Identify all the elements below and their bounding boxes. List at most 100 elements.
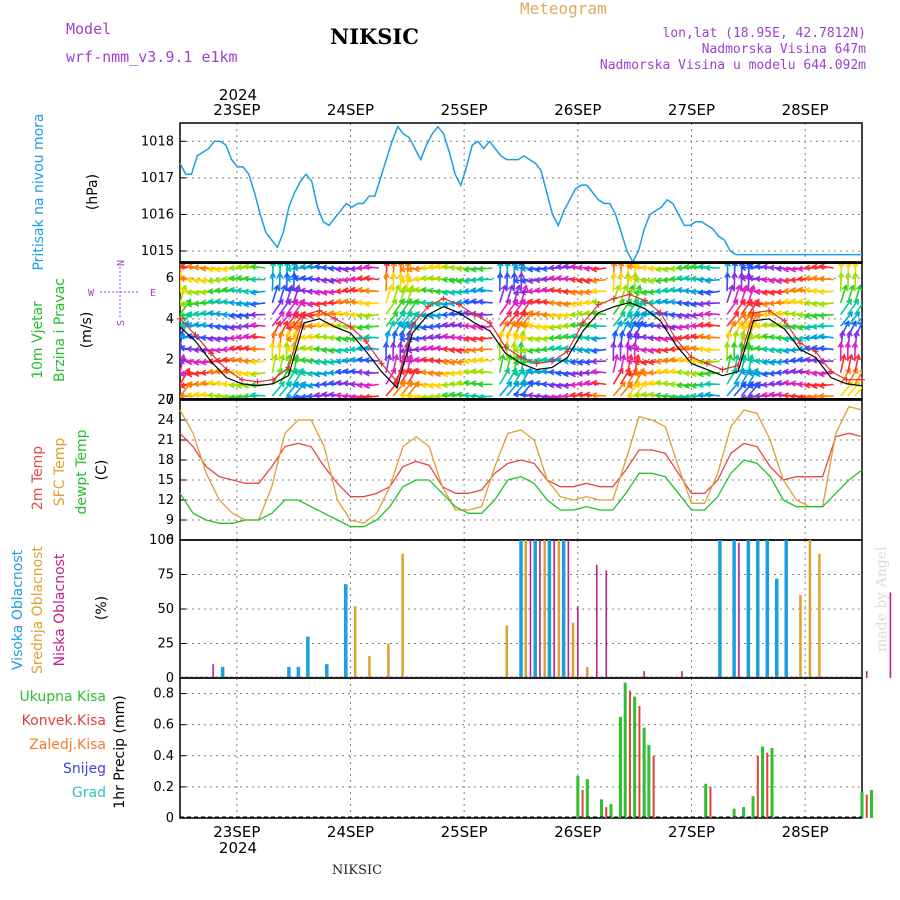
wind-arrow (471, 325, 486, 328)
wind-arrow-head (740, 324, 747, 331)
wind-arrow-head (512, 370, 520, 377)
wind-arrow-head (462, 335, 470, 343)
wind-arrow-head (754, 322, 761, 330)
wind-arrow-head (214, 380, 221, 387)
wind-arrow (677, 277, 692, 281)
mid-cloud-bar (799, 595, 802, 678)
wind-arrow (747, 273, 750, 292)
wind-arrow-head (282, 251, 287, 256)
wind-arrow (336, 300, 351, 304)
wind-arrow-head (818, 345, 825, 352)
wind-arrow-head (180, 263, 186, 270)
wind-arrow-head (519, 277, 527, 285)
wind-arrow-head (284, 262, 291, 267)
wind-arrow (229, 313, 245, 317)
wind-arrow-head (844, 341, 852, 348)
wind-arrow (748, 265, 763, 269)
wind-arrow (592, 394, 607, 397)
wind-arrow-head (796, 368, 804, 375)
wind-arrow-head (390, 367, 397, 374)
wind-arrow-head (548, 312, 555, 319)
wind-arrow-head (441, 321, 449, 329)
wind-arrow (542, 278, 557, 281)
wind-arrow (478, 325, 493, 329)
wind-arrow-head (610, 341, 617, 348)
wind-arrow-head (448, 310, 456, 318)
low-cloud-bar (567, 540, 570, 678)
mid-cloud-bar (571, 622, 575, 678)
wind-arrow-head (510, 341, 518, 348)
pressure-unit: (hPa) (85, 174, 101, 210)
wind-arrow-head (704, 277, 711, 284)
wind-arrow-head (633, 345, 640, 353)
wind-arrow (839, 354, 846, 373)
wind-arrow-head (533, 310, 541, 318)
wind-arrow-head (469, 380, 477, 387)
wind-arrow-head (522, 284, 529, 291)
wind-arrow (293, 383, 308, 387)
date-label-top: 23SEP (213, 101, 260, 119)
wind-arrow (308, 290, 323, 293)
wind-arrow (506, 354, 512, 373)
wind-arrow (528, 267, 543, 271)
wind-arrow (271, 381, 285, 397)
wind-arrow-head (839, 330, 846, 337)
wind-arrow (251, 302, 266, 306)
wind-arrow-head (180, 275, 186, 282)
wind-arrow-head (859, 369, 862, 372)
wind-arrow-head (199, 369, 207, 377)
wind-arrow-head (388, 251, 393, 256)
wind-arrow (741, 277, 756, 281)
wind-arrow (385, 285, 393, 304)
wind-arrow-head (427, 333, 434, 341)
wind-arrow-head (676, 356, 683, 363)
wind-arrow-head (735, 284, 742, 291)
y-tick-label: 1015 (141, 244, 174, 259)
wind-arrow-head (448, 359, 456, 366)
wind-arrow-head (299, 356, 306, 364)
pressure-label: Pritisak na nivou mora (31, 113, 47, 270)
wind-arrow-head (503, 271, 511, 279)
wind-arrow-head (462, 358, 470, 365)
wind-arrow-head (626, 322, 633, 330)
wind-arrow-head (390, 271, 397, 279)
y-tick-label: 0 (166, 811, 174, 826)
wind-arrow (854, 386, 862, 397)
wind-arrow (237, 265, 252, 269)
wind-arrow-head (569, 381, 576, 389)
wind-arrow-head (214, 287, 221, 294)
wind-arrow (450, 348, 465, 352)
wind-arrow-head (434, 322, 441, 330)
y-tick-label: 0.8 (153, 687, 174, 702)
wind-arrow-head (182, 251, 187, 256)
wind-arrow (854, 354, 860, 373)
wind-arrow (762, 290, 777, 294)
wind-arrow-head (519, 369, 526, 376)
wind-arrow (549, 313, 564, 317)
wind-arrow-head (848, 284, 856, 291)
wind-arrow-head (789, 323, 797, 331)
wind-arrow-head (747, 300, 754, 308)
wind-arrow-head (242, 370, 250, 378)
wind-arrow-head (413, 346, 420, 353)
wind-arrow (229, 277, 245, 281)
wind-arrow-head (413, 356, 420, 364)
wind-arrow (805, 277, 820, 281)
wind-arrow-head (496, 271, 504, 279)
wind-arrow-head (697, 381, 704, 389)
wind-arrow-head (633, 311, 640, 318)
wind-barbs (180, 251, 862, 400)
wind-arrow-head (299, 369, 306, 377)
wind-arrow-head (704, 370, 711, 377)
wind-arrow-head (647, 265, 654, 272)
wind-arrow-head (562, 382, 569, 389)
lonlat-text: lon,lat (18.95E, 42.7812N) (663, 26, 867, 41)
wind-arrow-head (200, 277, 207, 285)
wind-speed-line (179, 301, 863, 389)
y-tick-label: 15 (157, 473, 174, 488)
wind-arrow-head (441, 311, 448, 318)
wind-arrow-head (320, 391, 328, 398)
wind-arrow-head (754, 333, 761, 340)
wind-arrow-head (704, 391, 711, 398)
wind-arrow-head (313, 300, 321, 308)
